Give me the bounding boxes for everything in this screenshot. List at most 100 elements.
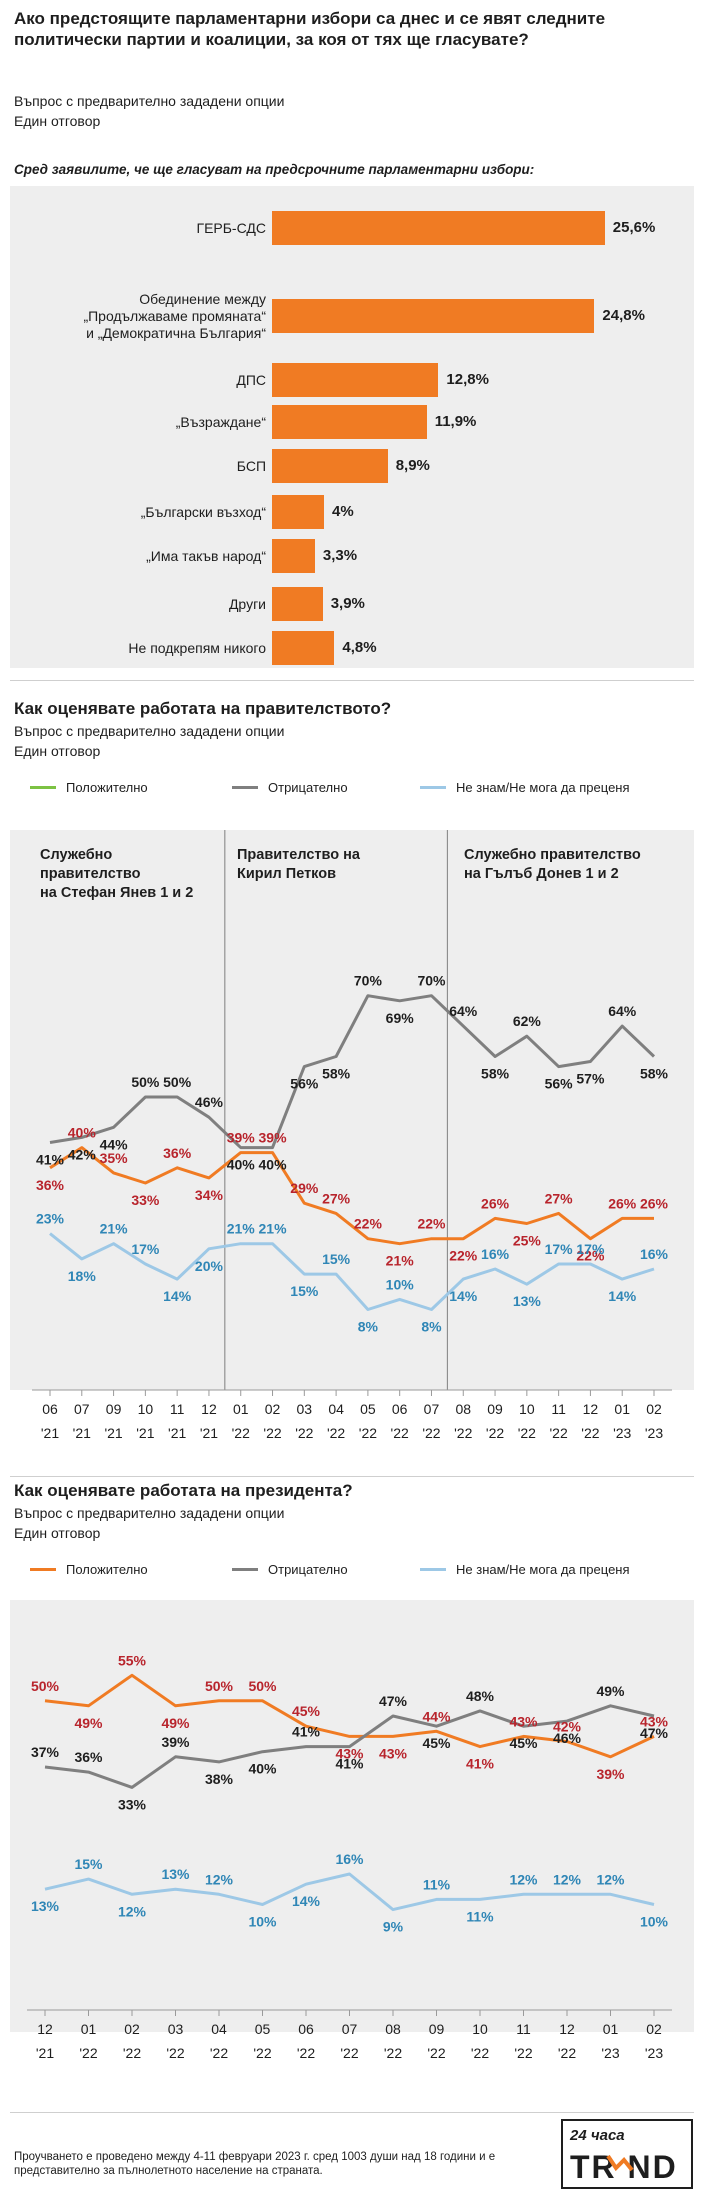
data-point-label: 29% bbox=[290, 1180, 319, 1196]
x-tick-month-label: 02 bbox=[265, 1401, 281, 1417]
data-point-label: 12% bbox=[509, 1871, 538, 1887]
legend-negative: Отрицателно bbox=[232, 1562, 348, 1577]
x-tick-month-label: 02 bbox=[646, 2021, 662, 2037]
x-tick-month-label: 06 bbox=[42, 1401, 58, 1417]
bar-value-label: 8,9% bbox=[395, 457, 430, 474]
bar-value-label: 11,9% bbox=[434, 413, 477, 430]
bar-category-label-line: „Продължаваме промяната“ bbox=[83, 307, 266, 324]
data-point-label: 39% bbox=[227, 1130, 256, 1146]
government-line-chart: 06 '21 07 '21 09 '21 10 '21 11 '21 12 '21 01 '22 02 '22… bbox=[32, 830, 672, 1441]
data-point-label: 18% bbox=[68, 1268, 97, 1284]
x-tick-year-label: '22 bbox=[518, 1425, 536, 1441]
data-point-label: 44% bbox=[422, 1708, 451, 1724]
question-subtitle-single: Един отговор bbox=[14, 743, 101, 759]
data-point-label: 50% bbox=[205, 1678, 234, 1694]
data-point-label: 41% bbox=[292, 1724, 321, 1740]
bar-5 bbox=[272, 495, 324, 529]
legend-negative: Отрицателно bbox=[232, 780, 348, 795]
x-tick-month-label: 06 bbox=[392, 1401, 408, 1417]
data-point-label: 58% bbox=[481, 1065, 510, 1081]
trend-logo-graphic: 24 часа TR ND bbox=[561, 2119, 693, 2189]
data-point-label: 40% bbox=[248, 1761, 277, 1777]
data-point-label: 21% bbox=[100, 1221, 129, 1237]
survey-footnote: Проучването е проведено между 4-11 февру… bbox=[14, 2151, 496, 2177]
x-tick-month-label: 03 bbox=[168, 2021, 184, 2037]
trend-logo: 24 часа TR ND bbox=[560, 2118, 694, 2190]
x-tick-year-label: '22 bbox=[340, 2045, 358, 2061]
legend-unsure: Не знам/Не мога да преценя bbox=[420, 780, 630, 795]
legend-positive: Положително bbox=[30, 1562, 148, 1577]
bar-value-label: 4% bbox=[332, 503, 354, 520]
data-point-label: 40% bbox=[227, 1157, 256, 1173]
x-tick-month-label: 05 bbox=[360, 1401, 376, 1417]
data-point-label: 12% bbox=[118, 1903, 147, 1919]
series-line-1 bbox=[44, 1704, 655, 1789]
x-tick-year-label: '21 bbox=[41, 1425, 59, 1441]
bar-category-label-line: Други bbox=[228, 595, 266, 612]
data-point-label: 22% bbox=[576, 1248, 605, 1264]
section-divider bbox=[10, 2112, 694, 2113]
x-tick-year-label: '21 bbox=[73, 1425, 91, 1441]
x-tick-month-label: 01 bbox=[614, 1401, 630, 1417]
x-tick-year-label: '21 bbox=[36, 2045, 54, 2061]
legend-negative-label: Отрицателно bbox=[268, 780, 348, 795]
x-tick-month-label: 01 bbox=[81, 2021, 97, 2037]
data-point-label: 12% bbox=[553, 1871, 582, 1887]
data-point-label: 64% bbox=[608, 1003, 637, 1019]
data-point-label: 45% bbox=[422, 1735, 451, 1751]
data-point-label: 62% bbox=[513, 1013, 542, 1029]
data-point-label: 37% bbox=[31, 1744, 60, 1760]
data-point-label: 15% bbox=[74, 1856, 103, 1872]
bar-category-label: „Има такъв народ“ bbox=[146, 548, 266, 565]
bar-category-label-line: БСП bbox=[236, 457, 266, 474]
data-point-label: 42% bbox=[553, 1719, 582, 1735]
x-tick-month-label: 09 bbox=[429, 2021, 445, 2037]
x-tick-month-label: 06 bbox=[298, 2021, 314, 2037]
question-subtitle-single: Един отговор bbox=[14, 113, 101, 129]
data-point-label: 45% bbox=[509, 1735, 538, 1751]
data-point-label: 58% bbox=[640, 1065, 669, 1081]
bar-category-label: ГЕРБ-СДС bbox=[196, 220, 266, 237]
bar-category-label: Обединение между „Продължаваме промяната“… bbox=[83, 291, 266, 342]
x-tick-year-label: '22 bbox=[581, 1425, 599, 1441]
data-point-label: 43% bbox=[640, 1713, 669, 1729]
x-tick-year-label: '22 bbox=[327, 1425, 345, 1441]
bar-category-label-line: ДПС bbox=[236, 371, 266, 388]
data-point-label: 36% bbox=[74, 1749, 103, 1765]
x-tick-month-label: 11 bbox=[516, 2021, 531, 2037]
data-point-label: 12% bbox=[596, 1871, 625, 1887]
x-tick-month-label: 02 bbox=[646, 1401, 662, 1417]
legend-unsure-label: Не знам/Не мога да преценя bbox=[456, 780, 630, 795]
data-point-label: 55% bbox=[118, 1652, 147, 1668]
x-tick-year-label: '22 bbox=[486, 1425, 504, 1441]
data-point-label: 40% bbox=[259, 1157, 288, 1173]
x-tick-year-label: '23 bbox=[645, 1425, 663, 1441]
question-title-president: Как оценявате работата на президента? bbox=[14, 1481, 353, 1500]
series-line-1 bbox=[49, 994, 656, 1150]
x-tick-year-label: '22 bbox=[232, 1425, 250, 1441]
x-tick-year-label: '22 bbox=[422, 1425, 440, 1441]
data-point-label: 20% bbox=[195, 1258, 224, 1274]
data-point-label: 16% bbox=[481, 1246, 510, 1262]
bar-value-label: 25,6% bbox=[612, 219, 656, 236]
president-chart-panel bbox=[10, 1600, 694, 2032]
x-tick-month-label: 10 bbox=[519, 1401, 535, 1417]
series-line-2 bbox=[44, 1872, 655, 1912]
data-point-label: 56% bbox=[545, 1076, 574, 1092]
section-divider bbox=[10, 1476, 694, 1477]
data-point-label: 15% bbox=[322, 1251, 351, 1267]
data-point-label: 21% bbox=[386, 1253, 415, 1269]
bar-value-label: 24,8% bbox=[602, 307, 645, 324]
legend-unsure-swatch bbox=[420, 1568, 446, 1571]
era-label-petkov: Правителство на Кирил Петков bbox=[237, 847, 360, 882]
data-point-label: 22% bbox=[417, 1216, 446, 1232]
government-chart-panel bbox=[10, 830, 694, 1390]
data-point-label: 23% bbox=[36, 1211, 65, 1227]
bar-category-label-line: „Възраждане“ bbox=[175, 413, 266, 430]
x-tick-year-label: '22 bbox=[263, 1425, 281, 1441]
bar-0 bbox=[272, 211, 605, 245]
data-point-label: 44% bbox=[100, 1136, 129, 1152]
logo-24chasa-text: 24 часа bbox=[569, 2127, 625, 2144]
bar-category-label-line: „Български възход“ bbox=[140, 503, 266, 520]
data-point-label: 41% bbox=[466, 1756, 495, 1772]
